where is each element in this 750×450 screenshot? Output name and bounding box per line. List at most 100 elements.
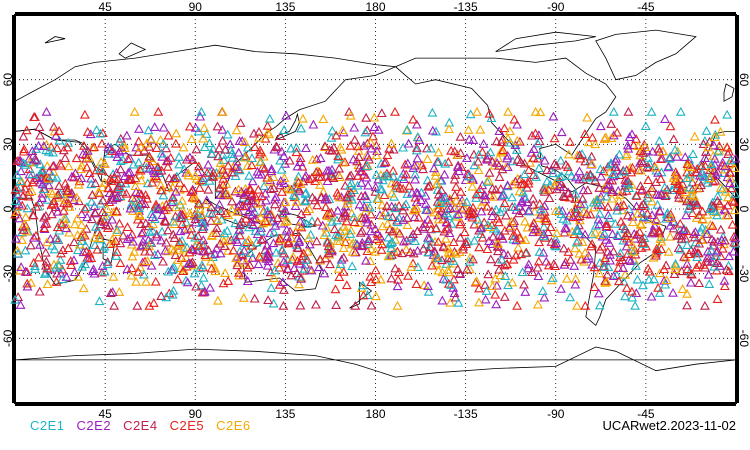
occultation-marker xyxy=(601,276,612,286)
occultation-marker xyxy=(548,168,559,178)
occultation-marker xyxy=(168,285,179,295)
occultation-marker xyxy=(346,187,356,197)
occultation-marker xyxy=(433,209,444,219)
occultation-marker xyxy=(211,223,222,233)
occultation-marker xyxy=(625,256,636,265)
occultation-marker xyxy=(366,300,377,310)
occultation-marker xyxy=(458,244,469,254)
occultation-marker xyxy=(243,206,254,216)
occultation-marker xyxy=(726,183,737,193)
occultation-marker xyxy=(439,210,450,220)
occultation-marker xyxy=(406,261,417,271)
occultation-marker xyxy=(650,248,661,258)
occultation-marker xyxy=(136,189,147,199)
occultation-marker xyxy=(601,191,612,201)
occultation-marker xyxy=(181,275,191,285)
occultation-marker xyxy=(481,285,492,295)
occultation-marker xyxy=(557,205,568,215)
occultation-marker xyxy=(512,119,523,129)
occultation-marker xyxy=(201,128,212,138)
occultation-marker xyxy=(125,203,136,213)
dataset-caption: UCARwet2.2023-11-02 xyxy=(602,418,736,433)
occultation-marker xyxy=(355,227,366,237)
occultation-marker xyxy=(10,294,21,304)
occultation-marker xyxy=(570,188,581,198)
occultation-marker xyxy=(11,233,21,243)
occultation-marker xyxy=(595,191,606,201)
occultation-marker xyxy=(253,259,264,269)
occultation-marker xyxy=(17,235,27,244)
occultation-marker xyxy=(358,169,369,179)
occultation-marker xyxy=(677,193,688,203)
occultation-marker xyxy=(458,241,469,251)
occultation-marker xyxy=(596,200,607,210)
occultation-marker xyxy=(199,142,210,152)
occultation-marker xyxy=(402,220,413,229)
occultation-marker xyxy=(179,183,190,193)
occultation-marker xyxy=(616,216,626,226)
occultation-marker xyxy=(230,161,241,171)
occultation-marker xyxy=(347,246,358,256)
occultation-marker xyxy=(571,237,582,247)
occultation-marker xyxy=(433,156,444,166)
occultation-marker xyxy=(402,158,413,168)
occultation-marker xyxy=(371,291,381,301)
occultation-marker xyxy=(88,264,99,274)
occultation-marker xyxy=(133,266,144,276)
occultation-marker xyxy=(464,208,475,218)
occultation-marker xyxy=(709,153,720,163)
occultation-marker xyxy=(31,201,42,211)
occultation-marker xyxy=(290,227,301,237)
occultation-marker xyxy=(161,156,172,166)
occultation-marker xyxy=(499,291,510,301)
occultation-marker xyxy=(255,145,266,155)
lon-label-top: 90 xyxy=(189,0,203,14)
occultation-marker xyxy=(274,279,285,289)
occultation-marker xyxy=(434,198,445,207)
occultation-marker xyxy=(430,170,441,180)
occultation-marker xyxy=(52,206,63,216)
occultation-marker xyxy=(226,204,237,214)
occultation-marker xyxy=(710,169,721,179)
occultation-marker xyxy=(559,227,570,237)
occultation-marker xyxy=(264,129,275,139)
lon-label-top: -45 xyxy=(637,0,655,14)
occultation-marker xyxy=(698,139,709,148)
occultation-marker xyxy=(457,204,468,214)
occultation-marker xyxy=(296,123,307,133)
occultation-marker xyxy=(263,176,274,186)
occultation-marker xyxy=(76,232,87,241)
occultation-marker xyxy=(155,134,166,144)
occultation-marker xyxy=(341,216,352,226)
occultation-marker xyxy=(549,179,560,189)
occultation-marker xyxy=(119,139,129,149)
occultation-marker xyxy=(684,182,695,192)
occultation-marker xyxy=(136,228,147,238)
occultation-marker xyxy=(299,196,310,206)
occultation-marker xyxy=(292,242,303,252)
occultation-marker xyxy=(194,182,205,192)
occultation-marker xyxy=(281,110,292,120)
occultation-marker xyxy=(400,159,411,169)
occultation-marker xyxy=(162,202,173,212)
occultation-marker xyxy=(369,112,380,122)
legend-item-c2e4: C2E4 xyxy=(123,418,158,433)
occultation-marker xyxy=(371,169,382,179)
occultation-marker xyxy=(254,126,264,136)
occultation-marker xyxy=(463,169,474,178)
occultation-marker xyxy=(87,189,98,199)
occultation-marker xyxy=(572,300,582,310)
axis-labels: 45459090135135180180-135-135-90-90-45-45… xyxy=(1,0,750,421)
occultation-marker xyxy=(291,268,302,278)
occultation-marker xyxy=(411,203,422,213)
occultation-marker xyxy=(665,220,676,230)
occultation-marker xyxy=(371,234,382,243)
occultation-marker xyxy=(76,209,87,219)
occultation-marker xyxy=(730,153,741,163)
occultation-marker xyxy=(162,246,173,256)
occultation-marker xyxy=(195,263,206,273)
occultation-marker xyxy=(199,286,210,296)
occultation-marker xyxy=(648,274,659,284)
occultation-marker xyxy=(375,231,386,241)
occultation-marker xyxy=(335,172,345,181)
